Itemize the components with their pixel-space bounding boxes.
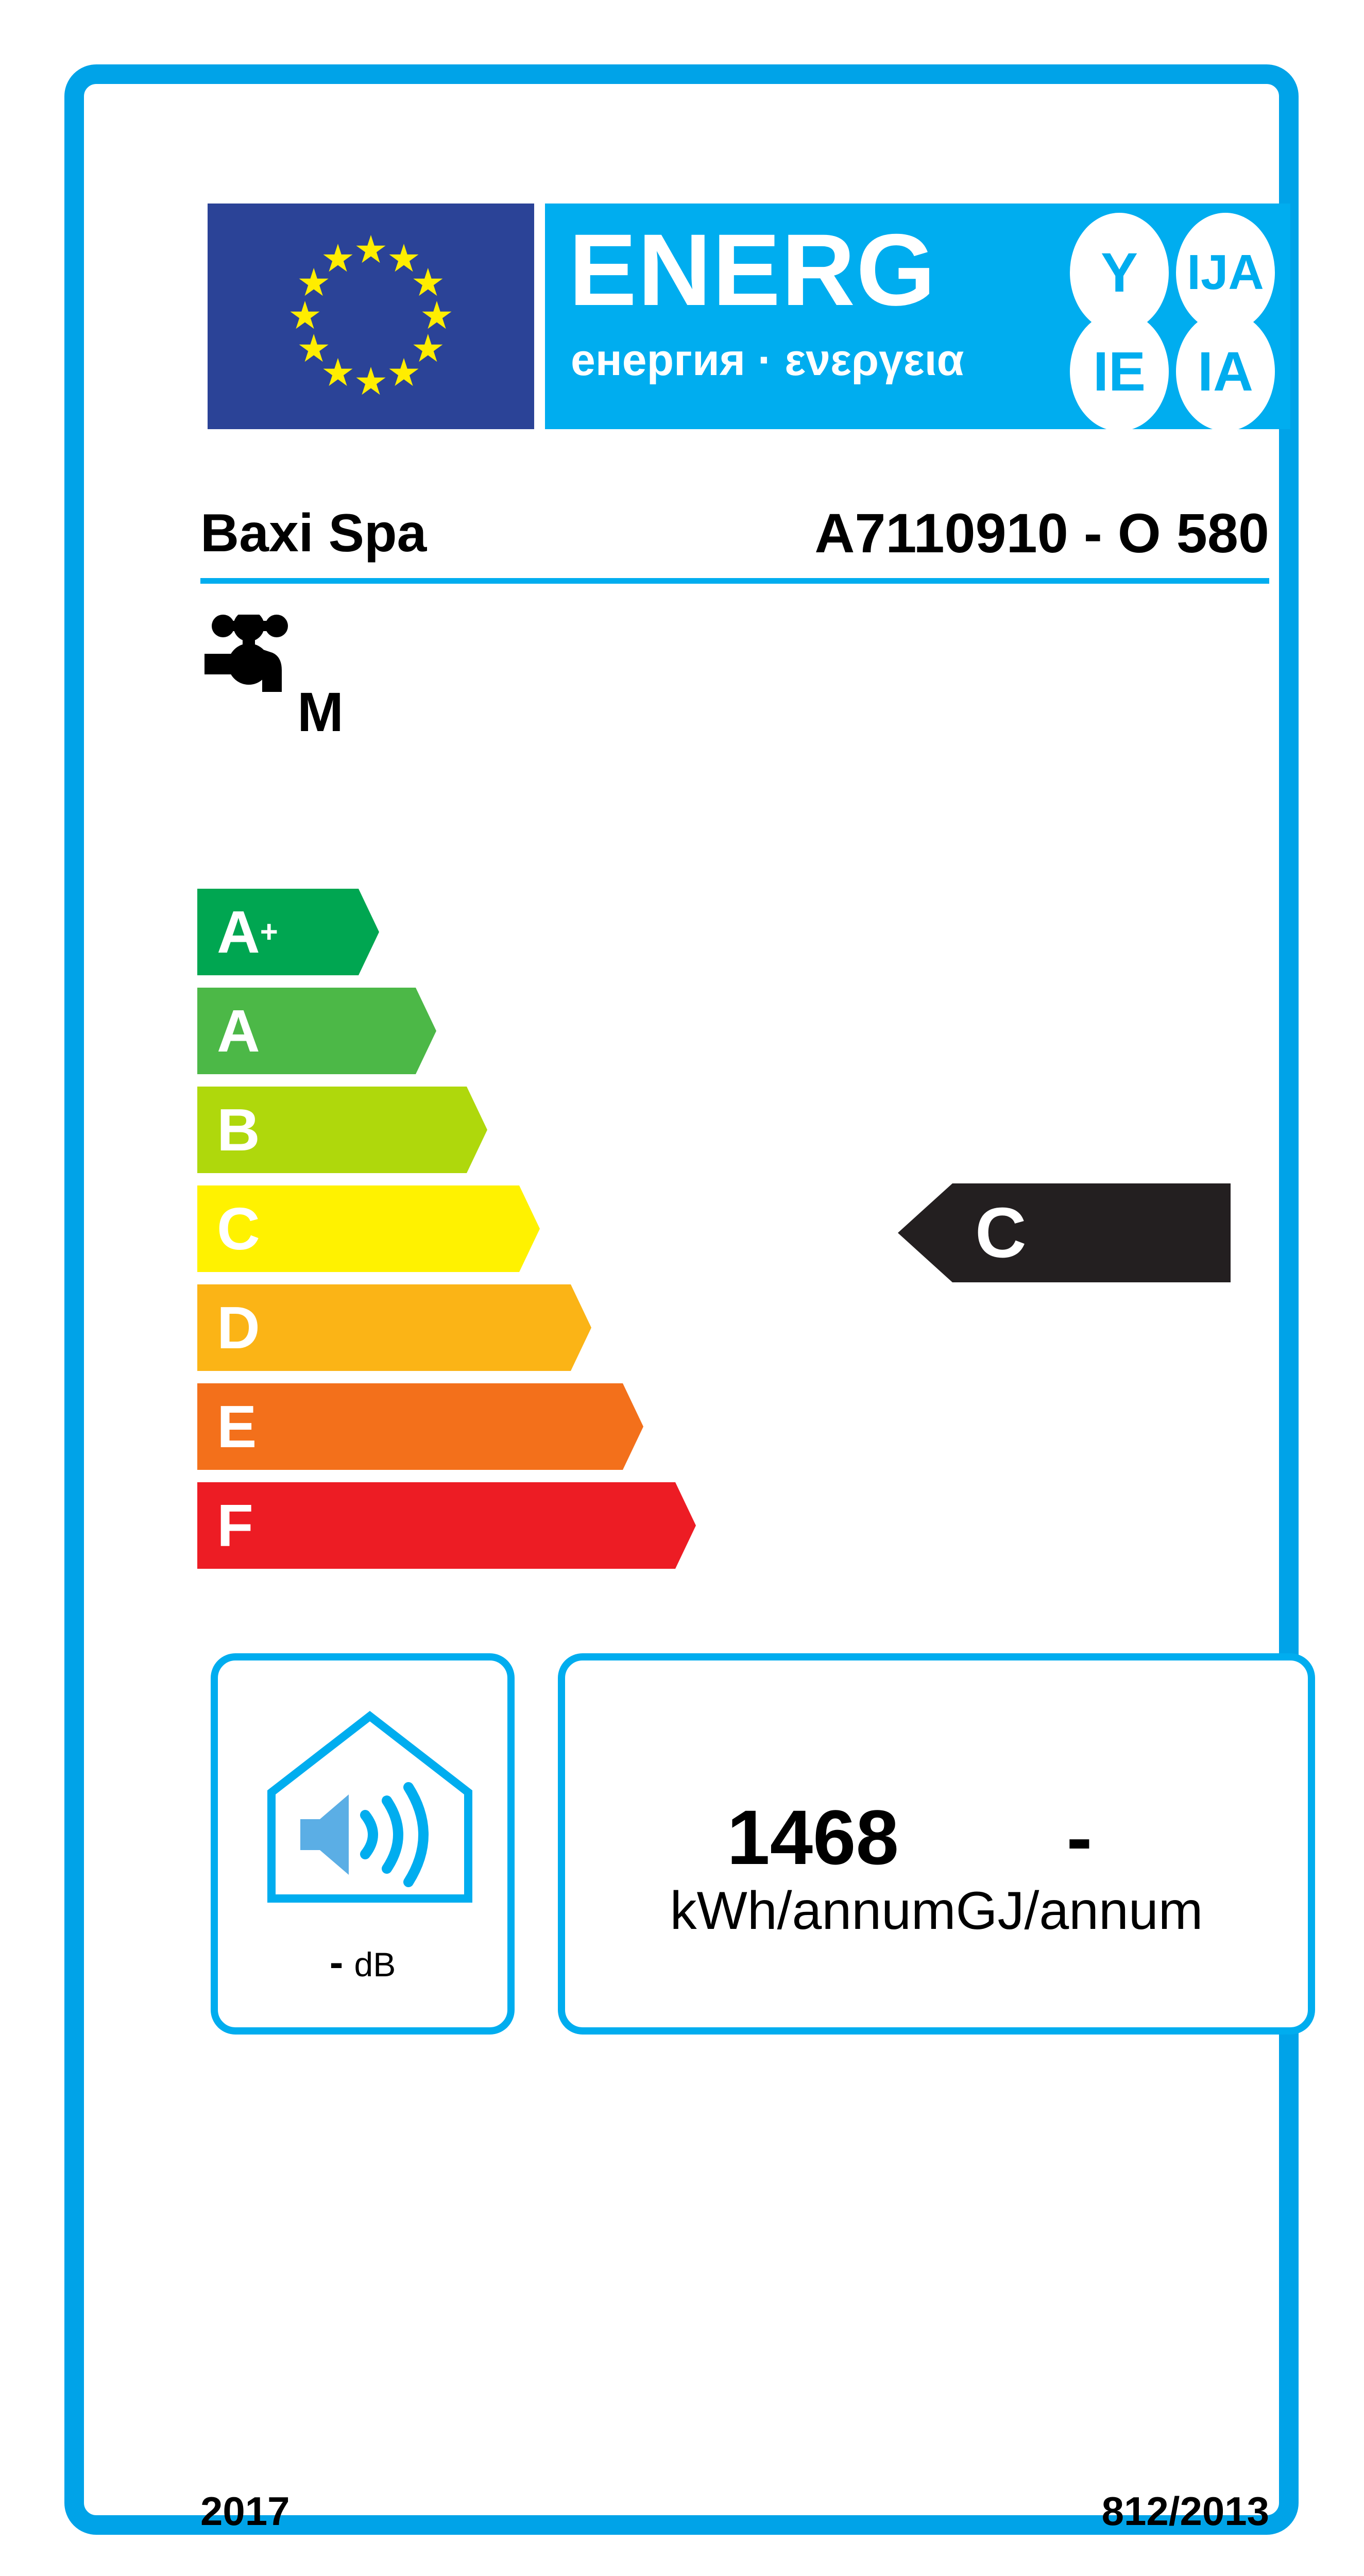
energy-label-frame: ENERG енергия · ενεργεια Y IJA IE IA Bax… bbox=[64, 64, 1315, 2535]
energ-wordmark-band: ENERG енергия · ενεργεια Y IJA IE IA bbox=[545, 204, 1290, 431]
sound-power-unit: dB bbox=[354, 1945, 396, 1984]
class-bar-label: A bbox=[217, 997, 260, 1064]
eu-flag-stars-icon bbox=[290, 235, 452, 395]
class-bar-label: C bbox=[217, 1195, 260, 1262]
annual-energy-column: - GJ/annum bbox=[956, 1799, 1203, 1938]
supplier-model-row: Baxi Spa A7110910 - O 580 bbox=[200, 491, 1269, 584]
label-year: 2017 bbox=[200, 2488, 290, 2534]
language-mark-ia: IA bbox=[1176, 312, 1275, 431]
class-bar-label: A + bbox=[217, 899, 278, 965]
class-bar-label: F bbox=[217, 1492, 253, 1559]
class-bar-tip bbox=[416, 988, 436, 1074]
annual-energy-box: 1468 kWh/annum - GJ/annum bbox=[558, 1653, 1315, 2035]
current-class-arrow: C bbox=[898, 1183, 1364, 1282]
energ-subtitle: енергия · ενεργεια bbox=[571, 335, 964, 385]
annual-energy-column: 1468 kWh/annum bbox=[670, 1799, 956, 1938]
energy-class-scale: A + A B C D E F bbox=[197, 889, 918, 1589]
annual-energy-value: 1468 bbox=[727, 1794, 899, 1880]
annual-energy-unit: kWh/annum bbox=[670, 1881, 956, 1941]
class-bar-body bbox=[197, 889, 359, 975]
sound-power-value-row: - dB bbox=[218, 1942, 507, 1984]
class-bar-tip bbox=[359, 889, 379, 975]
class-bar-label: D bbox=[217, 1294, 260, 1361]
class-bar-tip bbox=[571, 1284, 591, 1371]
tap-icon bbox=[204, 615, 288, 692]
annual-energy-unit: GJ/annum bbox=[956, 1881, 1203, 1941]
class-bar-label: E bbox=[217, 1393, 257, 1460]
model-identifier: A7110910 - O 580 bbox=[814, 502, 1269, 564]
class-bar-tip bbox=[623, 1383, 643, 1470]
annual-energy-value: - bbox=[1066, 1794, 1093, 1880]
class-bar-body bbox=[197, 988, 416, 1074]
class-bar-body bbox=[197, 1087, 467, 1173]
supplier-name: Baxi Spa bbox=[200, 503, 427, 563]
load-profile-letter: M bbox=[297, 681, 344, 743]
class-bar-tip bbox=[467, 1087, 487, 1173]
current-class-arrow-tip bbox=[898, 1183, 952, 1282]
language-mark-ie: IE bbox=[1070, 312, 1169, 431]
annual-energy-columns: 1468 kWh/annum - GJ/annum bbox=[565, 1799, 1308, 1938]
energ-wordmark: ENERG bbox=[569, 213, 937, 327]
load-profile-row: M bbox=[200, 604, 561, 759]
header-divider bbox=[200, 578, 1269, 584]
sound-power-value: - bbox=[329, 1939, 344, 1985]
sound-power-box: - dB bbox=[211, 1653, 515, 2035]
house-sound-icon bbox=[267, 1710, 472, 1903]
class-bar-label: B bbox=[217, 1096, 260, 1163]
eu-flag bbox=[208, 204, 534, 429]
class-bar-body bbox=[197, 1482, 675, 1569]
class-bar-body bbox=[197, 1383, 623, 1470]
class-bar-tip bbox=[675, 1482, 696, 1569]
label-footer: 2017 812/2013 bbox=[200, 2491, 1269, 2543]
class-bar-body bbox=[197, 1185, 519, 1272]
regulation-reference: 812/2013 bbox=[1101, 2488, 1269, 2534]
label-header: ENERG енергия · ενεργεια Y IJA IE IA bbox=[208, 204, 1290, 431]
class-bar-tip bbox=[519, 1185, 540, 1272]
class-bar-body bbox=[197, 1284, 571, 1371]
current-class-letter: C bbox=[975, 1193, 1027, 1273]
current-class-arrow-body bbox=[952, 1183, 1231, 1282]
